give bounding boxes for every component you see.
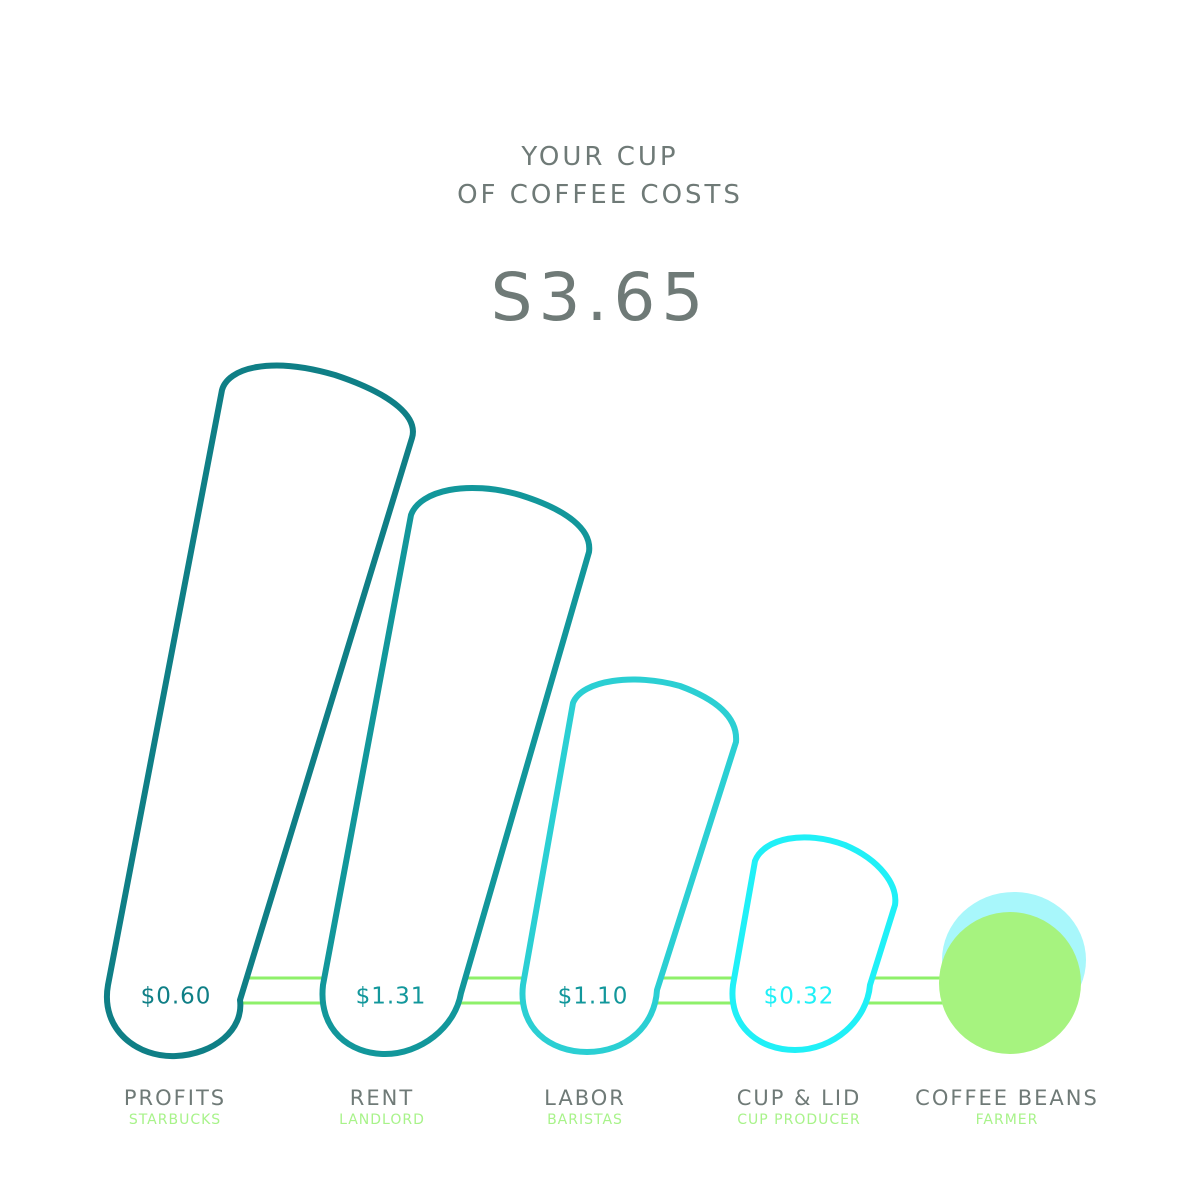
category-label-4: CUP & LID [737, 1086, 862, 1110]
cup-bar-2 [319, 484, 593, 1057]
value-label-4: $0.32 [764, 984, 835, 1010]
category-label-5: COFFEE BEANS [915, 1086, 1099, 1110]
category-label-1: PROFITS [124, 1086, 226, 1110]
category-sublabel-1: STARBUCKS [129, 1112, 221, 1128]
category-sublabel-2: LANDLORD [339, 1112, 425, 1128]
total-price: S3.65 [490, 259, 710, 336]
cup-bar-1 [103, 362, 416, 1060]
category-labels: PROFITS STARBUCKS RENT LANDLORD LABOR BARISTA… [124, 1086, 1099, 1128]
value-label-1: $0.60 [141, 984, 212, 1010]
category-sublabel-4: CUP PRODUCER [737, 1112, 860, 1128]
cup-bars: $0.60 $1.31 $1.10 $0.32 [103, 362, 1086, 1060]
coffee-beans-front-circle [939, 912, 1081, 1054]
category-label-2: RENT [350, 1086, 414, 1110]
value-label-3: $1.10 [558, 984, 629, 1010]
title-line-1: YOUR CUP [521, 142, 679, 172]
cup-bar-3 [519, 676, 740, 1055]
title-line-2: OF COFFEE COSTS [457, 180, 743, 210]
category-sublabel-3: BARISTAS [547, 1112, 623, 1128]
category-sublabel-5: FARMER [976, 1112, 1039, 1128]
cup-bar-4 [729, 834, 899, 1053]
value-label-2: $1.31 [356, 984, 427, 1010]
category-label-3: LABOR [544, 1086, 626, 1110]
